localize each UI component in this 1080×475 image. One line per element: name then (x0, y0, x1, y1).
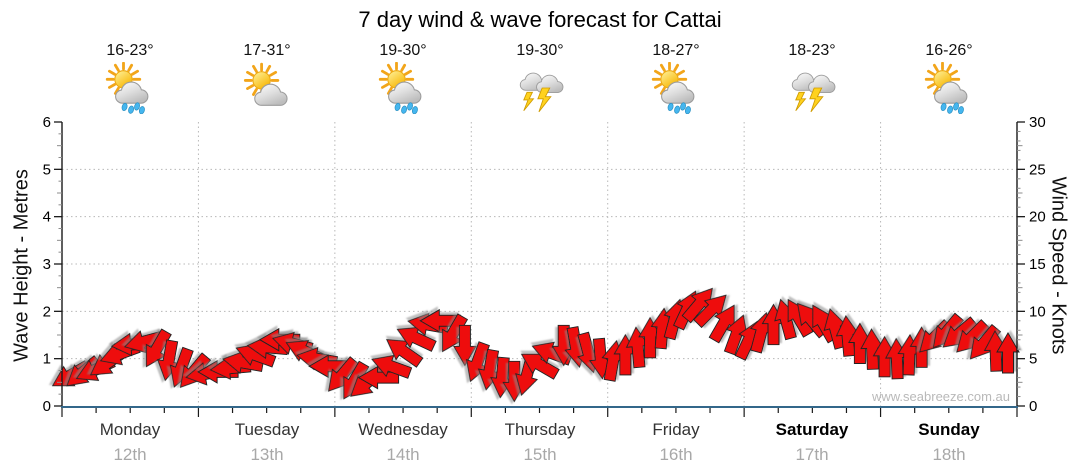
temperature-range: 17-31° (243, 42, 291, 59)
wind-arrow (145, 328, 172, 368)
day-label-sunday: Sunday 18th (889, 420, 1009, 465)
day-label-thursday: Thursday 15th (480, 420, 600, 465)
day-date: 18th (932, 445, 966, 464)
wind-arrow (156, 339, 181, 382)
day-forecast-thursday: 19-30° (480, 42, 600, 114)
temperature-range: 18-27° (652, 42, 700, 59)
temperature-range: 16-23° (106, 42, 154, 59)
day-forecast-friday: 18-27° (616, 42, 736, 114)
day-forecast-tuesday: 17-31° (207, 42, 327, 114)
day-label-friday: Friday 16th (616, 420, 736, 465)
temperature-range: 18-23° (788, 42, 836, 59)
wind-arrow (708, 304, 735, 344)
wind-arrow (396, 326, 437, 352)
day-label-tuesday: Tuesday 13th (207, 420, 327, 465)
left-axis-tick-label: 3 (43, 256, 51, 273)
left-axis-tick-label: 2 (43, 303, 51, 320)
temperature-range: 16-26° (925, 42, 973, 59)
day-forecast-sunday: 16-26° (889, 42, 1009, 114)
temperature-range: 19-30° (379, 42, 427, 59)
day-name: Monday (99, 420, 161, 439)
day-date: 13th (250, 445, 284, 464)
wind-arrow (371, 354, 413, 379)
day-date: 16th (659, 445, 693, 464)
page-title: 7 day wind & wave forecast for Cattai (358, 7, 722, 32)
day-date: 17th (795, 445, 829, 464)
wind-arrow (235, 343, 277, 368)
right-axis-tick-label: 30 (1029, 114, 1046, 131)
left-axis-tick-label: 0 (43, 398, 51, 415)
wind-arrow (723, 314, 748, 356)
wind-arrow-series (51, 287, 1020, 403)
wind-arrow (693, 294, 727, 329)
left-axis-tick-label: 4 (43, 209, 51, 226)
wind-arrow (860, 328, 885, 370)
left-axis-title: Wave Height - Metres (10, 169, 33, 362)
wind-arrow (520, 353, 560, 380)
right-axis-tick-label: 0 (1029, 398, 1037, 415)
wind-arrow (477, 348, 502, 391)
wind-arrow (123, 330, 166, 354)
day-name: Wednesday (358, 420, 448, 439)
day-forecast-saturday: 18-23° (752, 42, 872, 114)
day-forecast-monday: 16-23° (70, 42, 190, 114)
right-axis-tick-label: 10 (1029, 303, 1046, 320)
day-name: Saturday (775, 420, 849, 439)
temperature-range: 19-30° (516, 42, 564, 59)
wind-arrow (442, 313, 469, 353)
day-name: Sunday (918, 420, 980, 439)
chart-axes: 0 1 2 3 4 5 6 0 5 10 15 20 25 30 (43, 114, 1046, 417)
left-axis-tick-label: 5 (43, 161, 51, 178)
wind-arrow (983, 330, 1008, 372)
day-forecast-wednesday: 19-30° (343, 42, 463, 114)
day-label-wednesday: Wednesday 14th (343, 420, 463, 465)
right-axis-tick-label: 5 (1029, 351, 1037, 368)
day-name: Tuesday (234, 420, 300, 439)
wind-arrow (872, 335, 897, 378)
left-axis-tick-label: 6 (43, 114, 51, 131)
day-date: 12th (113, 445, 147, 464)
day-date: 14th (386, 445, 420, 464)
right-axis-title: Wind Speed - Knots (1047, 176, 1070, 355)
day-name: Thursday (504, 420, 576, 439)
watermark: www.seabreeze.com.au (871, 389, 1010, 404)
right-axis-tick-label: 25 (1029, 161, 1046, 178)
wind-arrow (848, 322, 872, 364)
day-name: Friday (652, 420, 700, 439)
wind-arrow (465, 341, 490, 383)
wind-arrow (453, 324, 477, 367)
day-label-monday: Monday 12th (70, 420, 190, 465)
day-date: 15th (523, 445, 557, 464)
right-axis-tick-label: 20 (1029, 209, 1046, 226)
day-label-saturday: Saturday 17th (752, 420, 872, 465)
wind-arrow (385, 339, 424, 368)
left-axis-tick-label: 1 (43, 351, 51, 368)
right-axis-tick-label: 15 (1029, 256, 1046, 273)
wind-arrow (996, 332, 1020, 374)
